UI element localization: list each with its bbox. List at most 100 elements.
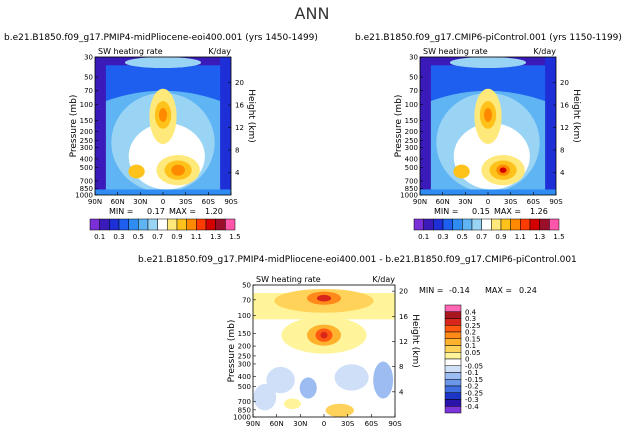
y-axis-title-right: Height (km) — [571, 89, 581, 143]
max-label: MAX = — [169, 207, 196, 216]
contour-field — [420, 57, 556, 195]
colorbar-box — [471, 218, 482, 231]
y-tick-label: 100 — [80, 101, 93, 109]
colorbar-box — [444, 399, 462, 407]
y-axis-title: Pressure (mb) — [394, 95, 404, 158]
colorbar-label: 0.3 — [465, 315, 476, 323]
colorbar-box — [444, 325, 462, 333]
contour-pole-n — [420, 57, 431, 195]
colorbar-box — [205, 218, 216, 231]
colorbar-box — [529, 218, 540, 231]
y-tick-label: 30 — [409, 54, 418, 62]
colorbar-label: -0.15 — [465, 376, 483, 384]
colorbar-box — [462, 218, 473, 231]
colorbar-box — [118, 218, 129, 231]
colorbar-label: 0.1 — [418, 233, 429, 241]
field-label: SW heating rate — [98, 47, 163, 56]
colorbar-label: 1.1 — [515, 233, 526, 241]
height-tick-label: 4 — [235, 169, 240, 177]
colorbar-box — [442, 218, 453, 231]
colorbar-label: 0 — [465, 356, 469, 364]
colorbar-box — [444, 318, 462, 326]
x-tick-label: 90S — [549, 198, 563, 206]
y-tick-label: 30 — [84, 54, 93, 62]
x-tick-label: 90N — [246, 420, 260, 428]
x-tick-label: 60N — [436, 198, 450, 206]
colorbar-box — [444, 385, 462, 393]
colorbar: 0.40.30.250.20.150.10.050-0.05-0.1-0.15-… — [444, 304, 483, 414]
colorbar-box — [452, 218, 463, 231]
y-tick-label: 70 — [84, 87, 93, 95]
height-tick-label: 20 — [399, 288, 408, 296]
contour-surface-pos-n — [283, 398, 301, 410]
height-tick-label: 12 — [399, 338, 408, 346]
colorbar-box — [444, 372, 462, 380]
chart-subtitle: b.e21.B1850.f09_g17.CMIP6-piControl.001 … — [355, 33, 622, 43]
contour-neg-n-1 — [266, 366, 295, 394]
colorbar-box — [186, 218, 197, 231]
colorbar-box — [444, 392, 462, 400]
colorbar-label: 0.7 — [476, 233, 487, 241]
colorbar-box — [89, 218, 100, 231]
field-label: SW heating rate — [256, 275, 321, 284]
contour-pole-n — [95, 57, 106, 195]
colorbar-box — [215, 218, 226, 231]
y-tick-label: 250 — [80, 137, 93, 145]
x-tick-label: 60S — [365, 420, 379, 428]
y-tick-label: 100 — [238, 312, 251, 320]
colorbar-box — [413, 218, 424, 231]
y-axis-title: Pressure (mb) — [227, 320, 237, 383]
contour-field — [95, 57, 231, 195]
contour-neg-s-2 — [373, 361, 394, 399]
x-tick-label: 90S — [224, 198, 238, 206]
height-tick-label: 20 — [235, 79, 244, 87]
min-value: 0.15 — [472, 207, 490, 216]
colorbar-box — [444, 331, 462, 339]
y-axis-title-right: Height (km) — [246, 89, 256, 143]
contour-low-core-4 — [499, 167, 507, 173]
colorbar-box — [444, 365, 462, 373]
min-value: 0.17 — [147, 207, 165, 216]
x-tick-label: 60N — [111, 198, 125, 206]
chart-panel-top-right: b.e21.B1850.f09_g17.CMIP6-piControl.001 … — [355, 33, 622, 241]
colorbar-label: 0.1 — [465, 342, 476, 350]
colorbar-label: 0.25 — [465, 322, 481, 330]
y-tick-label: 400 — [80, 155, 93, 163]
y-tick-label: 100 — [405, 101, 418, 109]
contour-neg-s-1 — [334, 364, 369, 391]
colorbar-box — [444, 406, 462, 414]
max-label: MAX = — [494, 207, 521, 216]
colorbar-label: 0.5 — [457, 233, 468, 241]
colorbar-box — [444, 338, 462, 346]
colorbar-label: 0.3 — [113, 233, 124, 241]
colorbar-label: 1.3 — [534, 233, 545, 241]
y-tick-label: 150 — [238, 330, 251, 338]
height-tick-label: 12 — [235, 124, 244, 132]
y-tick-label: 200 — [405, 128, 418, 136]
y-tick-label: 500 — [80, 164, 93, 172]
colorbar-label: -0.4 — [465, 403, 479, 411]
max-value: 0.24 — [519, 286, 537, 295]
colorbar-box — [444, 379, 462, 387]
y-axis-title: Pressure (mb) — [69, 95, 79, 158]
chart-panel-top-left: b.e21.B1850.f09_g17.PMIP4-midPliocene-eo… — [4, 33, 318, 241]
x-tick-label: 90N — [88, 198, 102, 206]
colorbar-label: 0.4 — [465, 308, 477, 316]
colorbar-box — [444, 352, 462, 360]
height-tick-label: 16 — [560, 102, 569, 110]
colorbar-box — [491, 218, 502, 231]
x-tick-label: 60S — [527, 198, 541, 206]
height-tick-label: 4 — [399, 388, 404, 396]
y-tick-label: 400 — [405, 155, 418, 163]
colorbar-label: -0.1 — [465, 369, 479, 377]
y-tick-label: 300 — [405, 144, 418, 152]
y-tick-label: 700 — [238, 398, 251, 406]
contour-band-top — [420, 57, 556, 106]
y-tick-label: 850 — [405, 185, 418, 193]
colorbar-box — [520, 218, 531, 231]
field-label: SW heating rate — [423, 47, 488, 56]
contour-pole-s — [220, 57, 231, 195]
y-tick-label: 300 — [80, 144, 93, 152]
y-tick-label: 50 — [242, 282, 251, 290]
colorbar-label: 1.5 — [553, 233, 564, 241]
